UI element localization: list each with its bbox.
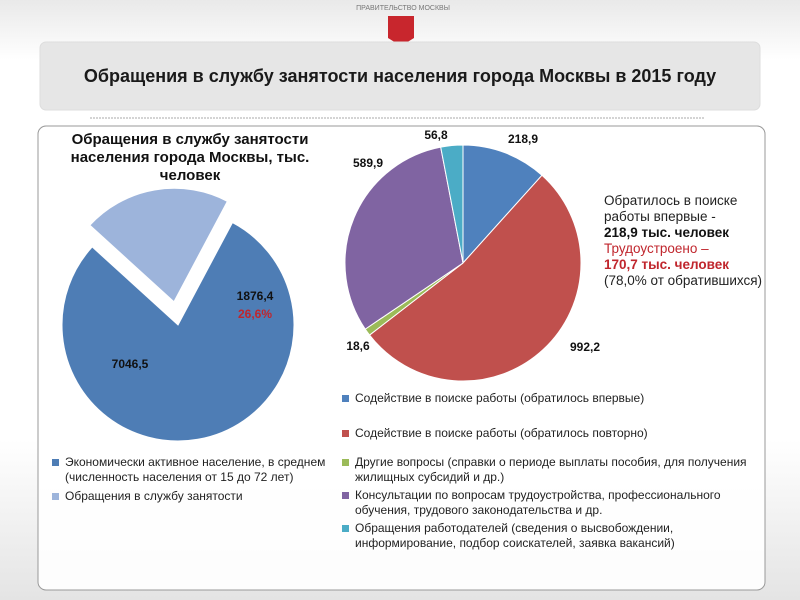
pie-slice [368, 174, 582, 382]
legend-swatch [342, 395, 349, 402]
pie-slice [344, 146, 464, 330]
annotation-line: 218,9 тыс. человек [604, 225, 730, 240]
org-name: ПРАВИТЕЛЬСТВО МОСКВЫ [356, 5, 450, 12]
legend-text: Другие вопросы (справки о периоде выплат… [355, 455, 747, 484]
slide-title: Обращения в службу занятости населения г… [84, 66, 716, 86]
legend-text: Содействие в поиске работы (обратилось в… [355, 391, 645, 405]
legend-swatch [342, 492, 349, 499]
data-label: 992,2 [570, 340, 600, 354]
title-box [39, 41, 761, 111]
plot: 7046,5 1876,4 26,6% 218,9 992,2 18,6 589,9 56,8 [61, 128, 600, 442]
legend-text: Консультации по вопросам трудоустройства… [355, 488, 721, 517]
legend-text: Экономически активное население, в средн… [65, 455, 326, 484]
data-label: 1876,4 [237, 289, 274, 303]
annotation-line: Обратилось в поиске работы впервые - [604, 193, 738, 224]
legend: Содействие в поиске работы (обратилось в… [342, 391, 767, 554]
legend-item: Другие вопросы (справки о периоде выплат… [342, 455, 767, 485]
pie-slice [61, 221, 295, 442]
legend-swatch [342, 430, 349, 437]
legend-text: Обращения работодателей (сведения о высв… [355, 521, 675, 550]
data-label: 18,6 [346, 339, 370, 353]
annotation: 26,6% [238, 307, 272, 321]
legend-item: Содействие в поиске работы (обратилось п… [342, 426, 767, 441]
legend-swatch [342, 525, 349, 532]
legend-item: Консультации по вопросам трудоустройства… [342, 488, 767, 518]
legend-swatch [52, 493, 59, 500]
legend-item: Обращения в службу занятости [52, 489, 327, 504]
data-label: 218,9 [508, 132, 538, 146]
data-label: 7046,5 [112, 357, 149, 371]
legend-item: Экономически активное население, в средн… [52, 455, 327, 485]
legend-swatch [52, 459, 59, 466]
legend-swatch [342, 459, 349, 466]
pie-slice [86, 185, 231, 306]
legend-item: Содействие в поиске работы (обратилось в… [342, 391, 767, 406]
data-label: 56,8 [424, 128, 448, 142]
legend-text: Обращения в службу занятости [65, 489, 243, 503]
emblem [388, 16, 414, 46]
legend-text: Содействие в поиске работы (обратилось п… [355, 426, 648, 440]
legend: Экономически активное население, в средн… [52, 455, 327, 508]
pie-slice [440, 144, 464, 264]
legend-item: Обращения работодателей (сведения о высв… [342, 521, 767, 551]
pie-slice [462, 144, 543, 265]
data-label: 589,9 [353, 156, 383, 170]
annotation-line: (78,0% от обратившихся) [604, 273, 763, 288]
annotation: Обратилось в поиске работы впервые -218,… [604, 193, 764, 289]
annotation-line: Трудоустроено – [604, 241, 709, 256]
chart-title: Обращения в службу занятости населения г… [70, 131, 310, 184]
annotation-line: 170,7 тыс. человек [604, 257, 730, 272]
